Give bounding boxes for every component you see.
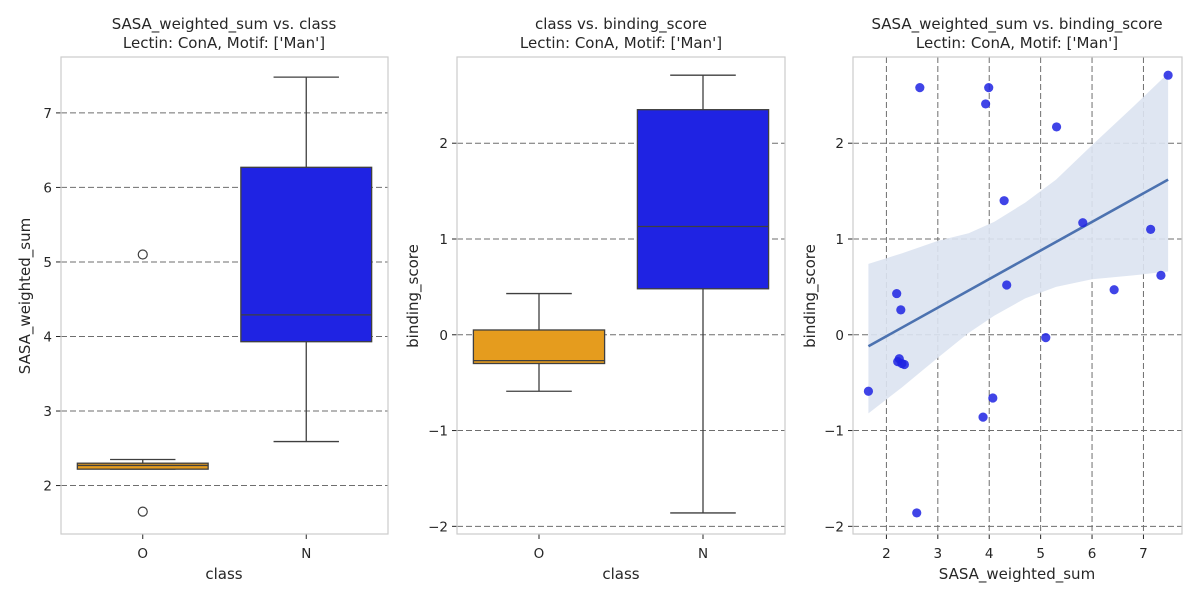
outlier-point <box>137 506 148 517</box>
panel2-ylabel: binding_score <box>404 244 423 348</box>
y-tick-label: −2 <box>428 519 448 535</box>
scatter-point <box>1002 280 1012 290</box>
box-O <box>76 249 209 517</box>
scatter-point <box>984 83 994 93</box>
panel1-xlabel: class <box>205 565 242 583</box>
iqr-box <box>636 109 770 290</box>
box-N <box>240 76 373 443</box>
x-tick-label: N <box>301 546 311 562</box>
y-tick-label: 6 <box>43 180 52 196</box>
outlier-point <box>137 249 148 260</box>
y-tick-label: −1 <box>824 424 844 440</box>
panel3-title: SASA_weighted_sum vs. binding_score <box>871 15 1162 34</box>
y-tick-label: 0 <box>439 328 448 344</box>
confidence-band <box>868 73 1169 414</box>
x-tick-label: N <box>698 546 708 562</box>
scatter-point <box>981 99 991 109</box>
scatter-point <box>999 196 1009 206</box>
y-tick-label: 1 <box>835 232 844 248</box>
y-tick-label: 3 <box>43 404 52 420</box>
scatter-point <box>1078 218 1088 228</box>
y-tick-label: 4 <box>43 329 52 345</box>
scatter-point <box>1041 333 1051 343</box>
y-tick-label: −1 <box>428 424 448 440</box>
scatter-point <box>863 386 874 396</box>
y-tick-label: 0 <box>835 328 844 344</box>
scatter-point <box>1163 70 1173 80</box>
x-tick-label: 7 <box>1139 546 1148 562</box>
scatter-point <box>912 508 922 518</box>
panel-sasa-vs-binding: SASA_weighted_sum vs. binding_score Lect… <box>801 15 1183 584</box>
panel-class-vs-binding: class vs. binding_score Lectin: ConA, Mo… <box>404 15 786 583</box>
panel3-ylabel: binding_score <box>801 244 820 348</box>
x-tick-label: O <box>534 546 545 562</box>
y-tick-label: 2 <box>835 136 844 152</box>
iqr-box <box>76 462 209 470</box>
y-tick-label: 5 <box>43 255 52 271</box>
scatter-point <box>988 393 998 403</box>
y-tick-label: 7 <box>43 106 52 122</box>
x-tick-label: O <box>137 546 148 562</box>
panel2-xlabel: class <box>602 565 639 583</box>
panel1-subtitle: Lectin: ConA, Motif: ['Man'] <box>123 34 325 52</box>
panel2-title: class vs. binding_score <box>535 15 707 34</box>
panel-sasa-vs-class: SASA_weighted_sum vs. class Lectin: ConA… <box>16 15 389 583</box>
y-tick-label: −2 <box>824 519 844 535</box>
x-tick-label: 4 <box>985 546 994 562</box>
scatter-point <box>1109 285 1119 295</box>
x-tick-label: 6 <box>1088 546 1097 562</box>
iqr-box <box>240 166 373 343</box>
iqr-box <box>472 329 606 365</box>
scatter-point <box>978 412 988 422</box>
scatter-point <box>892 288 902 299</box>
panel2-frame <box>456 56 786 535</box>
x-tick-label: 2 <box>882 546 891 562</box>
x-tick-label: 5 <box>1036 546 1045 562</box>
panel1-title: SASA_weighted_sum vs. class <box>112 15 337 34</box>
panel3-frame <box>852 56 1183 535</box>
scatter-point <box>899 359 910 370</box>
panel1-frame <box>60 56 389 535</box>
panel1-ylabel: SASA_weighted_sum <box>16 218 35 374</box>
x-tick-label: 3 <box>934 546 943 562</box>
box-O <box>472 292 606 392</box>
scatter-point <box>915 83 925 93</box>
scatter-point <box>1156 270 1166 280</box>
y-tick-label: 1 <box>439 232 448 248</box>
panel2-subtitle: Lectin: ConA, Motif: ['Man'] <box>520 34 722 52</box>
panel3-xlabel: SASA_weighted_sum <box>939 565 1095 584</box>
scatter-point <box>1051 122 1062 132</box>
regression-line <box>867 178 1169 348</box>
y-tick-label: 2 <box>43 479 52 495</box>
box-N <box>636 74 770 514</box>
y-tick-label: 2 <box>439 136 448 152</box>
scatter-point <box>896 305 906 315</box>
scatter-point <box>1146 224 1156 235</box>
panel3-subtitle: Lectin: ConA, Motif: ['Man'] <box>916 34 1118 52</box>
